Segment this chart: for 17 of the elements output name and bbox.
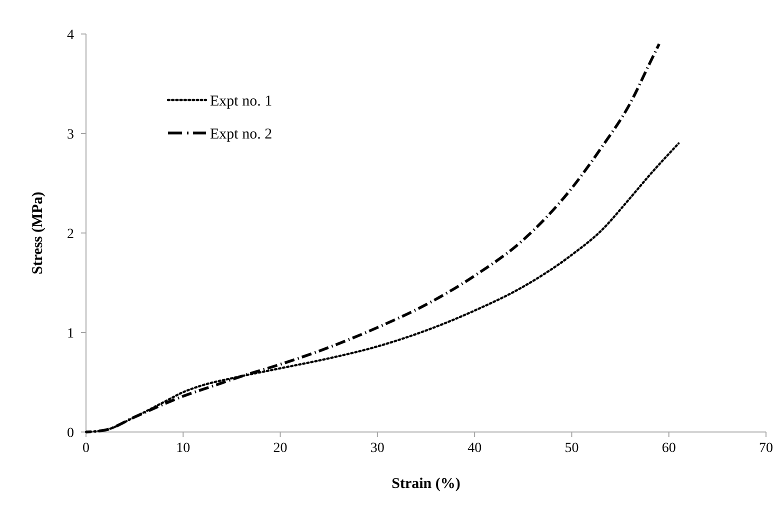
x-tick-label: 50 xyxy=(564,441,579,456)
x-tick-label: 70 xyxy=(759,441,773,456)
x-tick-label: 40 xyxy=(468,441,482,456)
x-tick-label: 10 xyxy=(176,441,190,456)
x-tick-label: 20 xyxy=(273,441,288,456)
legend-label: Expt no. 1 xyxy=(210,93,272,110)
x-tick-label: 60 xyxy=(662,441,676,456)
y-axis-title: Stress (MPa) xyxy=(30,192,46,274)
x-tick-label: 30 xyxy=(370,441,384,456)
y-tick-label: 3 xyxy=(67,127,74,142)
x-tick-label: 0 xyxy=(82,441,90,456)
x-axis-title: Strain (%) xyxy=(392,476,460,492)
y-tick-label: 0 xyxy=(67,426,74,441)
y-tick-label: 2 xyxy=(67,226,74,242)
legend-label: Expt no. 2 xyxy=(210,126,272,142)
y-tick-label: 1 xyxy=(67,326,74,342)
y-tick-label: 4 xyxy=(67,28,74,43)
